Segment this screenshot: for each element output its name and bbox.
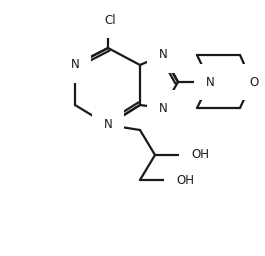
Text: N: N [159, 101, 167, 114]
Text: OH: OH [176, 174, 194, 187]
Text: O: O [249, 76, 259, 89]
Text: N: N [206, 76, 214, 89]
Text: Cl: Cl [104, 14, 116, 27]
Text: N: N [159, 48, 167, 61]
Text: OH: OH [191, 148, 209, 162]
Text: N: N [104, 119, 112, 132]
Text: N: N [71, 59, 80, 71]
